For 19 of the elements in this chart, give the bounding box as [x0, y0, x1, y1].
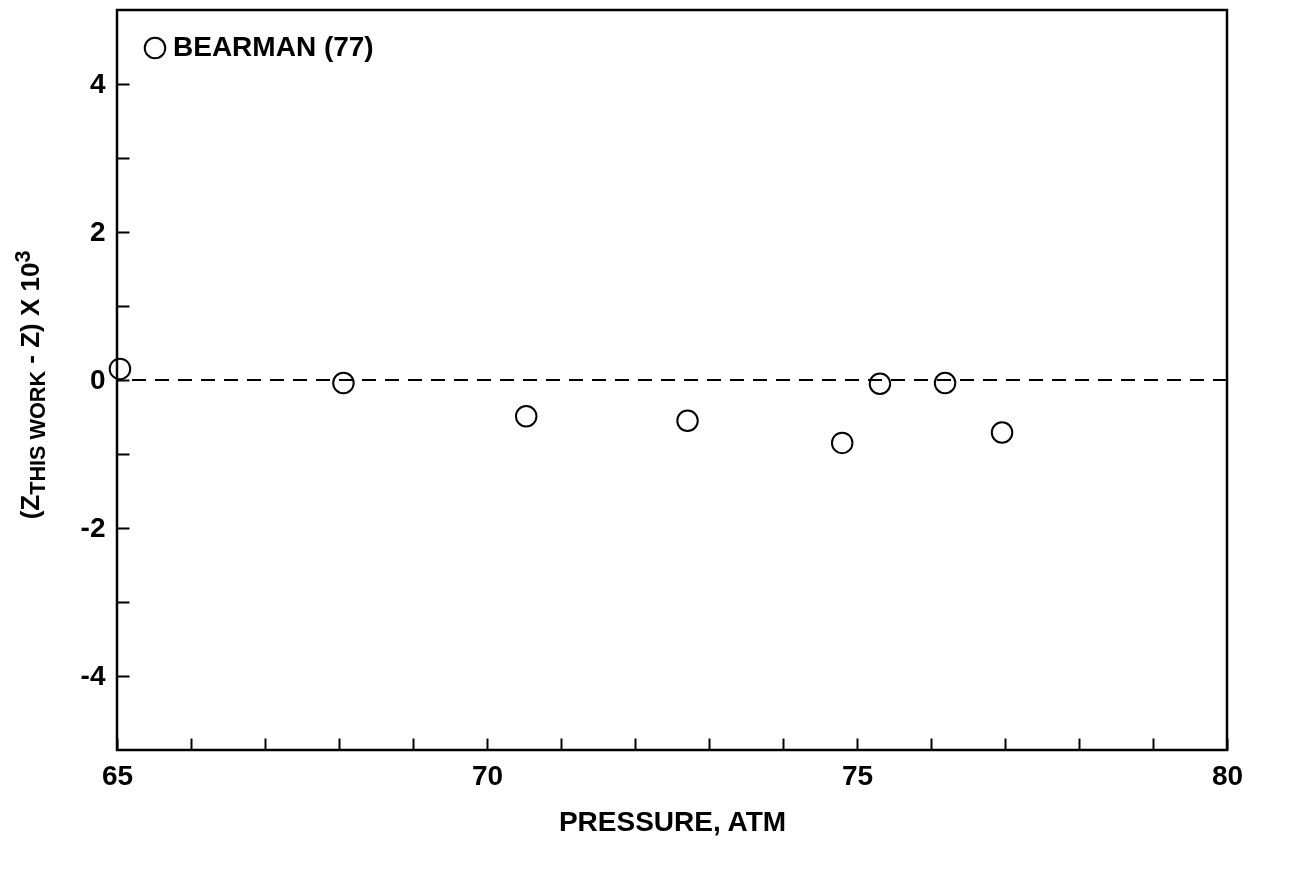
point — [933, 371, 957, 395]
legend-label: BEARMAN (77) — [173, 31, 374, 62]
x-tick-label: 75 — [841, 759, 874, 791]
x-tick-label: 65 — [101, 759, 134, 791]
point — [332, 371, 355, 395]
point — [830, 431, 854, 455]
x-tick-label: 70 — [471, 759, 504, 791]
point — [868, 372, 892, 395]
y-tick-label: -2 — [80, 511, 106, 543]
x-axis-title: PRESSURE, ATM — [558, 805, 787, 837]
point — [990, 421, 1014, 444]
point — [676, 409, 699, 432]
y-tick-label: 2 — [89, 215, 106, 247]
y-tick-label: -4 — [80, 659, 106, 691]
point — [514, 405, 538, 428]
point — [108, 357, 132, 381]
y-tick-label: 0 — [89, 363, 106, 395]
y-tick-label: 4 — [89, 67, 106, 99]
x-tick-label: 80 — [1211, 759, 1244, 791]
